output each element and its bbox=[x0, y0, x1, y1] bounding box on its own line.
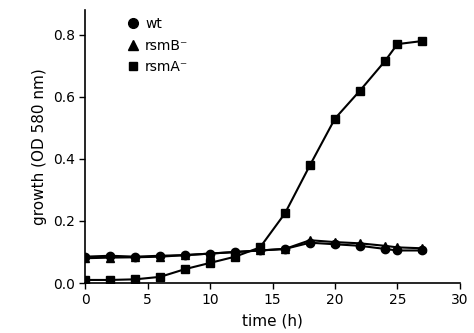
wt bbox=[394, 248, 400, 252]
Y-axis label: growth (OD 580 nm): growth (OD 580 nm) bbox=[32, 68, 47, 225]
rsmB⁻ bbox=[232, 250, 238, 254]
rsmB⁻ bbox=[332, 240, 338, 244]
rsmB⁻ bbox=[132, 255, 138, 259]
Line: wt: wt bbox=[81, 238, 427, 261]
rsmA⁻ bbox=[357, 89, 363, 93]
rsmB⁻ bbox=[182, 253, 188, 257]
rsmB⁻ bbox=[282, 247, 288, 251]
rsmB⁻ bbox=[382, 244, 388, 248]
rsmA⁻ bbox=[108, 278, 113, 282]
Legend: wt, rsmB⁻, rsmA⁻: wt, rsmB⁻, rsmA⁻ bbox=[130, 17, 188, 74]
rsmA⁻ bbox=[332, 117, 338, 121]
rsmA⁻ bbox=[394, 42, 400, 46]
wt bbox=[232, 250, 238, 254]
rsmB⁻ bbox=[257, 248, 263, 252]
rsmA⁻ bbox=[419, 39, 425, 43]
rsmA⁻ bbox=[207, 261, 213, 265]
wt bbox=[419, 248, 425, 252]
wt bbox=[82, 255, 88, 259]
rsmA⁻ bbox=[282, 211, 288, 215]
rsmB⁻ bbox=[307, 238, 313, 242]
wt bbox=[207, 251, 213, 255]
Line: rsmB⁻: rsmB⁻ bbox=[81, 236, 427, 262]
rsmB⁻ bbox=[157, 255, 163, 259]
rsmA⁻ bbox=[182, 267, 188, 271]
rsmA⁻ bbox=[257, 245, 263, 249]
wt bbox=[182, 253, 188, 257]
rsmA⁻ bbox=[82, 278, 88, 282]
rsmB⁻ bbox=[82, 256, 88, 260]
Line: rsmA⁻: rsmA⁻ bbox=[81, 37, 427, 284]
wt bbox=[382, 247, 388, 251]
rsmA⁻ bbox=[157, 275, 163, 279]
wt bbox=[357, 244, 363, 248]
rsmB⁻ bbox=[394, 245, 400, 249]
wt bbox=[132, 255, 138, 259]
wt bbox=[307, 241, 313, 245]
X-axis label: time (h): time (h) bbox=[242, 313, 303, 328]
rsmB⁻ bbox=[357, 241, 363, 245]
wt bbox=[108, 254, 113, 258]
rsmB⁻ bbox=[207, 251, 213, 255]
rsmB⁻ bbox=[419, 246, 425, 250]
wt bbox=[282, 247, 288, 251]
wt bbox=[157, 254, 163, 258]
rsmA⁻ bbox=[382, 59, 388, 63]
wt bbox=[332, 242, 338, 246]
rsmA⁻ bbox=[232, 255, 238, 259]
rsmB⁻ bbox=[108, 256, 113, 260]
wt bbox=[257, 248, 263, 252]
rsmA⁻ bbox=[132, 277, 138, 281]
rsmA⁻ bbox=[307, 163, 313, 167]
